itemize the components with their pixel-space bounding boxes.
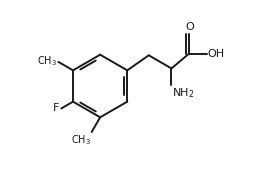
Text: CH$_3$: CH$_3$ bbox=[37, 54, 57, 68]
Text: F: F bbox=[53, 103, 59, 113]
Text: CH$_3$: CH$_3$ bbox=[71, 133, 91, 147]
Text: NH$_2$: NH$_2$ bbox=[172, 87, 195, 100]
Text: OH: OH bbox=[208, 49, 225, 59]
Text: O: O bbox=[185, 22, 194, 33]
